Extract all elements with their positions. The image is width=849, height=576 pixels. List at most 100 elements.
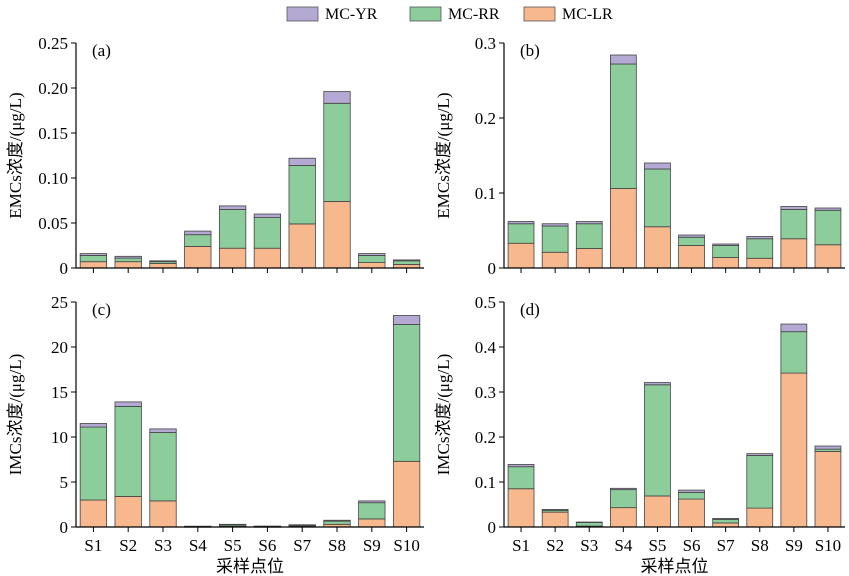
bar-segment-mc-rr-s5 (644, 384, 671, 497)
bar-segment-mc-rr-s8 (323, 102, 351, 202)
y-tick-label: 0.15 (38, 124, 68, 143)
bar-segment-mc-yr-s7 (288, 524, 316, 526)
bar-segment-mc-rr-s9 (358, 502, 386, 520)
chart-panel-a: 0 0.05 0.10 0.15 0.20 0.25 (a) EMCs浓度/(μg/L) (6, 34, 424, 278)
bar-segment-mc-yr-s5 (644, 382, 671, 386)
bar-segment-mc-yr-s6 (678, 489, 705, 493)
bar-segment-mc-rr-s2 (114, 405, 142, 497)
bar-segment-mc-rr-s3 (575, 522, 603, 527)
bar-segment-mc-rr-s7 (712, 518, 740, 524)
y-tick-label: 15 (51, 383, 68, 402)
bar-segment-mc-rr-s5 (644, 168, 671, 228)
panel-label: (d) (520, 300, 540, 319)
bar-segment-mc-lr-s5 (218, 247, 247, 269)
bar-segment-mc-yr-s10 (392, 259, 421, 262)
bar-segment-mc-yr-s2 (541, 223, 569, 227)
bar-segment-mc-yr-s8 (746, 453, 774, 456)
bar-segment-mc-rr-s4 (609, 489, 637, 509)
bar-segment-mc-yr-s1 (79, 253, 108, 256)
bar-segment-mc-lr-s9 (780, 372, 808, 528)
bar-segment-mc-rr-s3 (149, 432, 177, 502)
bar-segment-mc-lr-s1 (507, 488, 535, 528)
y-axis-label: IMCs浓度/(μg/L) (6, 354, 25, 476)
bar-segment-mc-lr-s4 (609, 188, 637, 269)
bar-segment-mc-yr-s3 (149, 260, 177, 263)
bar-segment-mc-rr-s2 (541, 225, 569, 253)
y-axis-label: EMCs浓度/(μg/L) (6, 92, 25, 218)
x-tick-label: S10 (393, 536, 419, 555)
bar-segment-mc-lr-s5 (644, 226, 671, 269)
y-axis-label: IMCs浓度/(μg/L) (434, 354, 453, 476)
bar-segment-mc-rr-s7 (712, 245, 740, 258)
bar-segment-mc-lr-s5 (644, 495, 671, 528)
bar-segment-mc-yr-s10 (814, 445, 842, 450)
x-tick-label: S1 (512, 536, 530, 555)
bar-segment-mc-yr-s5 (218, 205, 247, 210)
bar-segment-mc-lr-s3 (149, 263, 177, 269)
bar-segment-mc-yr-s3 (575, 221, 603, 225)
bar-segment-mc-rr-s6 (253, 217, 282, 249)
bar-segment-mc-rr-s10 (814, 209, 842, 246)
bar-segment-mc-lr-s1 (507, 242, 535, 269)
bar-segment-mc-yr-s6 (678, 234, 705, 238)
bar-segment-mc-rr-s9 (780, 209, 808, 240)
bar-segment-mc-lr-s3 (575, 248, 603, 269)
y-tick-label: 0.4 (475, 338, 497, 357)
bar-segment-mc-rr-s1 (507, 223, 535, 244)
bar-segment-mc-lr-s6 (678, 498, 705, 528)
x-tick-label: S6 (683, 536, 701, 555)
bar-segment-mc-lr-s3 (149, 500, 177, 528)
bar-segment-mc-rr-s5 (218, 209, 247, 249)
chart-panel-c: S1 S2 S3 S4 S5 S6 S7 S8 S9 S10 0 5 10 15 20 25 (c) IMCs浓度… (6, 293, 424, 576)
x-tick-label: S5 (224, 536, 242, 555)
x-tick-label: S3 (154, 536, 172, 555)
legend: MC-YR MC-RR MC-LR (286, 6, 613, 23)
bar-segment-mc-yr-s4 (609, 54, 637, 65)
bar-segment-mc-yr-s9 (358, 500, 386, 504)
x-tick-label: S1 (84, 536, 102, 555)
x-tick-label: S9 (785, 536, 803, 555)
x-axis-label: 采样点位 (216, 557, 284, 576)
bar-segment-mc-lr-s9 (358, 262, 386, 269)
y-tick-label: 0 (60, 518, 69, 537)
bar-segment-mc-rr-s4 (184, 234, 212, 247)
bar-segment-mc-rr-s7 (288, 164, 316, 225)
x-tick-label: S3 (580, 536, 598, 555)
y-tick-label: 0.25 (38, 34, 68, 53)
bar-segment-mc-yr-s1 (507, 464, 535, 468)
y-tick-label: 0.3 (475, 383, 496, 402)
bar-segment-mc-lr-s2 (114, 495, 142, 528)
bar-segment-mc-yr-s9 (780, 323, 808, 333)
bar-segment-mc-rr-s10 (392, 260, 421, 265)
y-tick-label: 0.1 (475, 184, 496, 203)
x-tick-label: S8 (328, 536, 346, 555)
bar-segment-mc-yr-s3 (149, 428, 177, 433)
y-tick-label: 0 (488, 259, 497, 278)
x-tick-label: S4 (614, 536, 632, 555)
bar-segment-mc-yr-s4 (609, 487, 637, 491)
bar-segment-mc-yr-s2 (114, 255, 142, 259)
bar-segment-mc-lr-s2 (541, 511, 569, 528)
x-tick-label: S9 (363, 536, 381, 555)
bar-segment-mc-lr-s10 (814, 244, 842, 269)
y-tick-label: 25 (51, 293, 68, 312)
bar-segment-mc-lr-s1 (79, 261, 108, 269)
bar-segment-mc-lr-s4 (609, 507, 637, 528)
chart-panel-d: S1 S2 S3 S4 S5 S6 S7 S8 S9 S10 0 0.1 0.2 0.3 0.4 0.5 (d)… (434, 293, 845, 576)
bar-segment-mc-yr-s6 (253, 213, 282, 218)
legend-swatch (409, 6, 442, 22)
x-axis-label: 采样点位 (641, 557, 709, 576)
bar-segment-mc-yr-s4 (184, 230, 212, 236)
y-tick-label: 0.05 (38, 214, 68, 233)
bar-segment-mc-rr-s8 (323, 520, 351, 525)
bar-segment-mc-yr-s8 (323, 91, 351, 104)
y-tick-label: 0 (60, 259, 69, 278)
bar-segment-mc-lr-s6 (253, 247, 282, 269)
bar-segment-mc-yr-s3 (575, 521, 603, 523)
bar-segment-mc-rr-s1 (79, 254, 108, 263)
x-tick-label: S4 (189, 536, 207, 555)
panel-label: (c) (92, 300, 111, 319)
bar-segment-mc-yr-s5 (218, 523, 247, 526)
y-tick-label: 20 (51, 338, 68, 357)
